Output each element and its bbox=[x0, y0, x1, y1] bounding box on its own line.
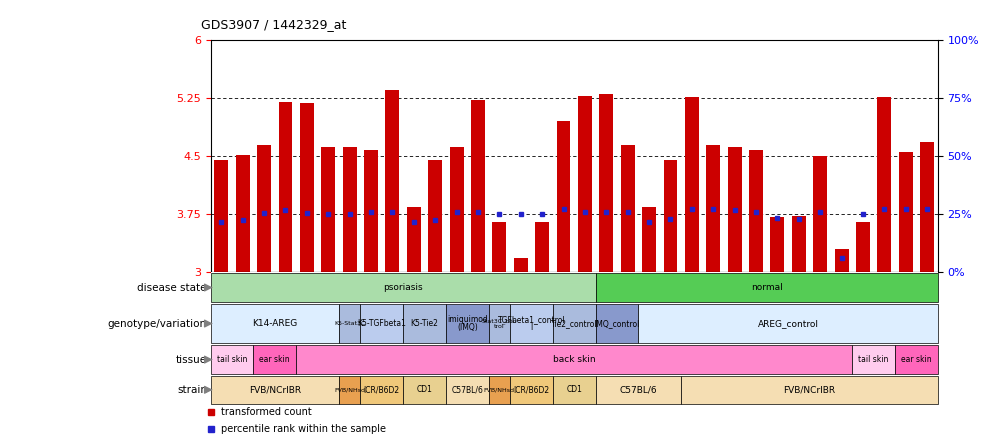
Text: CD1: CD1 bbox=[566, 385, 581, 394]
Bar bbox=[834, 249, 848, 273]
Text: transformed count: transformed count bbox=[220, 407, 312, 416]
Bar bbox=[488, 376, 510, 404]
Text: tail skin: tail skin bbox=[216, 355, 246, 364]
Text: K5-Stat3C: K5-Stat3C bbox=[334, 321, 365, 326]
Text: FVB/NCrIBR: FVB/NCrIBR bbox=[783, 385, 835, 394]
Text: K5-Tie2: K5-Tie2 bbox=[410, 319, 438, 328]
Text: strain: strain bbox=[176, 385, 206, 395]
Bar bbox=[791, 216, 805, 273]
Bar bbox=[877, 96, 891, 273]
Bar bbox=[339, 304, 360, 343]
Bar bbox=[770, 217, 784, 273]
Bar bbox=[705, 145, 719, 273]
Text: GDS3907 / 1442329_at: GDS3907 / 1442329_at bbox=[200, 18, 346, 31]
Text: K5-TGFbeta1: K5-TGFbeta1 bbox=[357, 319, 406, 328]
Bar bbox=[852, 345, 894, 374]
Text: TGFbeta1_control
l: TGFbeta1_control l bbox=[497, 315, 565, 332]
Bar bbox=[254, 345, 296, 374]
Bar bbox=[210, 274, 595, 302]
Text: normal: normal bbox=[750, 283, 782, 292]
Text: ICR/B6D2: ICR/B6D2 bbox=[513, 385, 549, 394]
Bar bbox=[296, 345, 852, 374]
Bar bbox=[556, 121, 570, 273]
Bar bbox=[641, 206, 655, 273]
Bar bbox=[535, 222, 548, 273]
Bar bbox=[919, 142, 933, 273]
Bar bbox=[663, 160, 676, 273]
Text: ICR/B6D2: ICR/B6D2 bbox=[364, 385, 400, 394]
Bar bbox=[407, 206, 421, 273]
Bar bbox=[471, 100, 484, 273]
Text: FVB/NCrIBR: FVB/NCrIBR bbox=[248, 385, 301, 394]
Bar bbox=[360, 376, 403, 404]
Bar bbox=[364, 150, 378, 273]
Bar bbox=[488, 304, 510, 343]
Bar bbox=[595, 274, 937, 302]
Bar bbox=[552, 304, 595, 343]
Bar bbox=[210, 345, 254, 374]
Text: K14-AREG: K14-AREG bbox=[252, 319, 298, 328]
Text: FVB/NHsd: FVB/NHsd bbox=[483, 387, 514, 392]
Bar bbox=[403, 304, 446, 343]
Bar bbox=[510, 304, 552, 343]
Text: tissue: tissue bbox=[175, 355, 206, 365]
Bar bbox=[257, 145, 271, 273]
Bar bbox=[552, 376, 595, 404]
Bar bbox=[210, 304, 339, 343]
Text: disease state: disease state bbox=[137, 282, 206, 293]
Bar bbox=[446, 376, 488, 404]
Bar bbox=[620, 145, 634, 273]
Bar bbox=[339, 376, 360, 404]
Bar bbox=[235, 155, 249, 273]
Bar bbox=[813, 156, 827, 273]
Bar bbox=[279, 102, 293, 273]
Bar bbox=[894, 345, 937, 374]
Bar bbox=[599, 94, 612, 273]
Bar bbox=[492, 222, 506, 273]
Bar bbox=[210, 376, 339, 404]
Bar bbox=[446, 304, 488, 343]
Text: C57BL/6: C57BL/6 bbox=[451, 385, 483, 394]
Bar bbox=[680, 376, 937, 404]
Bar bbox=[360, 304, 403, 343]
Text: genotype/variation: genotype/variation bbox=[108, 318, 206, 329]
Bar bbox=[684, 96, 698, 273]
Text: FVB/NHsd: FVB/NHsd bbox=[334, 387, 365, 392]
Bar bbox=[214, 160, 228, 273]
Bar bbox=[595, 304, 637, 343]
Text: tail skin: tail skin bbox=[858, 355, 888, 364]
Text: IMQ_control: IMQ_control bbox=[594, 319, 639, 328]
Text: Tie2_control: Tie2_control bbox=[550, 319, 597, 328]
Bar bbox=[510, 376, 552, 404]
Bar bbox=[898, 152, 912, 273]
Bar bbox=[513, 258, 527, 273]
Text: CD1: CD1 bbox=[416, 385, 432, 394]
Bar bbox=[321, 147, 335, 273]
Text: back skin: back skin bbox=[552, 355, 595, 364]
Text: AREG_control: AREG_control bbox=[757, 319, 818, 328]
Bar bbox=[637, 304, 937, 343]
Bar bbox=[449, 147, 463, 273]
Bar bbox=[403, 376, 446, 404]
Text: Stat3C_con
trol: Stat3C_con trol bbox=[481, 318, 517, 329]
Bar bbox=[855, 222, 869, 273]
Bar bbox=[595, 376, 680, 404]
Text: ear skin: ear skin bbox=[260, 355, 290, 364]
Text: percentile rank within the sample: percentile rank within the sample bbox=[220, 424, 386, 434]
Bar bbox=[385, 90, 399, 273]
Bar bbox=[343, 147, 357, 273]
Text: psoriasis: psoriasis bbox=[383, 283, 423, 292]
Bar bbox=[726, 147, 740, 273]
Bar bbox=[428, 160, 442, 273]
Bar bbox=[300, 103, 314, 273]
Bar bbox=[577, 96, 591, 273]
Text: C57BL/6: C57BL/6 bbox=[619, 385, 656, 394]
Text: imiquimod
(IMQ): imiquimod (IMQ) bbox=[447, 315, 487, 332]
Bar bbox=[748, 150, 763, 273]
Text: ear skin: ear skin bbox=[900, 355, 931, 364]
